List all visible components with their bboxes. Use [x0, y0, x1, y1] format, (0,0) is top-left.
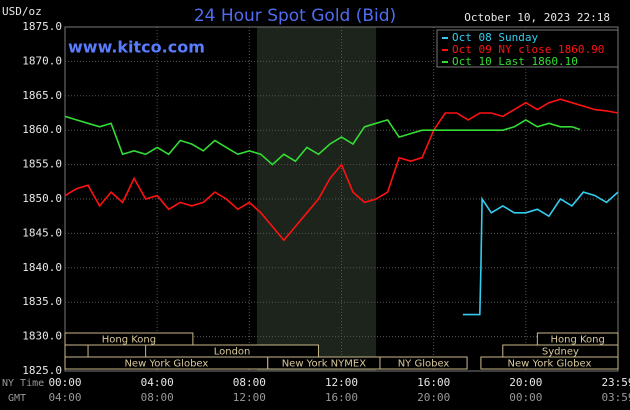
- plot-frame: [64, 26, 619, 372]
- session-label: NY Globex: [398, 359, 450, 370]
- x-tick-label: 08:00: [233, 376, 266, 389]
- highlight-band: [256, 27, 377, 371]
- timestamp: October 10, 2023 22:18: [464, 11, 610, 24]
- chart-title: 24 Hour Spot Gold (Bid): [194, 6, 396, 26]
- session-label: London: [214, 347, 251, 358]
- x-tick-label: 04:00: [141, 376, 174, 389]
- gmt-tick-label: 12:00: [233, 391, 266, 404]
- session-label: New York Globex: [508, 359, 592, 370]
- x-tick-label: 16:00: [417, 376, 450, 389]
- y-tick-label: 1875.0: [22, 20, 62, 33]
- session-box: [64, 332, 194, 346]
- x-tick-label: 20:00: [509, 376, 542, 389]
- legend-box: [436, 29, 619, 68]
- y-tick-label: 1850.0: [22, 192, 62, 205]
- y-tick-label: 1830.0: [22, 330, 62, 343]
- gmt-tick-label: 00:00: [509, 391, 542, 404]
- y-tick-label: 1845.0: [22, 226, 62, 239]
- session-box: [480, 356, 619, 370]
- session-label: Sydney: [542, 347, 579, 358]
- y-tick-label: 1855.0: [22, 158, 62, 171]
- y-axis-label: USD/oz: [2, 5, 42, 18]
- session-label: Hong Kong: [550, 335, 604, 346]
- price-line: [64, 115, 581, 166]
- gmt-tick-label: 16:00: [325, 391, 358, 404]
- session-label: New York Globex: [124, 359, 208, 370]
- x-row-label: GMT: [8, 393, 26, 404]
- session-box: [379, 356, 468, 370]
- legend-entry: Oct 08 Sunday: [452, 31, 538, 44]
- site-label: www.kitco.com: [68, 38, 205, 57]
- session-label: Hong Kong: [102, 335, 156, 346]
- x-tick-label: 12:00: [325, 376, 358, 389]
- legend-entry: Oct 09 NY close 1860.90: [452, 43, 604, 56]
- y-tick-label: 1870.0: [22, 54, 62, 67]
- gmt-tick-label: 03:59: [601, 391, 630, 404]
- price-line: [462, 191, 619, 316]
- y-tick-label: 1825.0: [22, 364, 62, 377]
- y-tick-label: 1865.0: [22, 89, 62, 102]
- price-line: [64, 98, 619, 242]
- y-tick-label: 1835.0: [22, 295, 62, 308]
- gmt-tick-label: 04:00: [48, 391, 81, 404]
- legend-entry: Oct 10 Last 1860.10: [452, 55, 578, 68]
- x-tick-label: 00:00: [48, 376, 81, 389]
- session-label: New York NYMEX: [282, 359, 367, 370]
- session-box: [64, 344, 89, 358]
- gmt-tick-label: 08:00: [141, 391, 174, 404]
- y-tick-label: 1840.0: [22, 261, 62, 274]
- x-row-label: NY Time: [2, 378, 44, 389]
- gmt-tick-label: 20:00: [417, 391, 450, 404]
- y-tick-label: 1860.0: [22, 123, 62, 136]
- x-tick-label: 23:59: [601, 376, 630, 389]
